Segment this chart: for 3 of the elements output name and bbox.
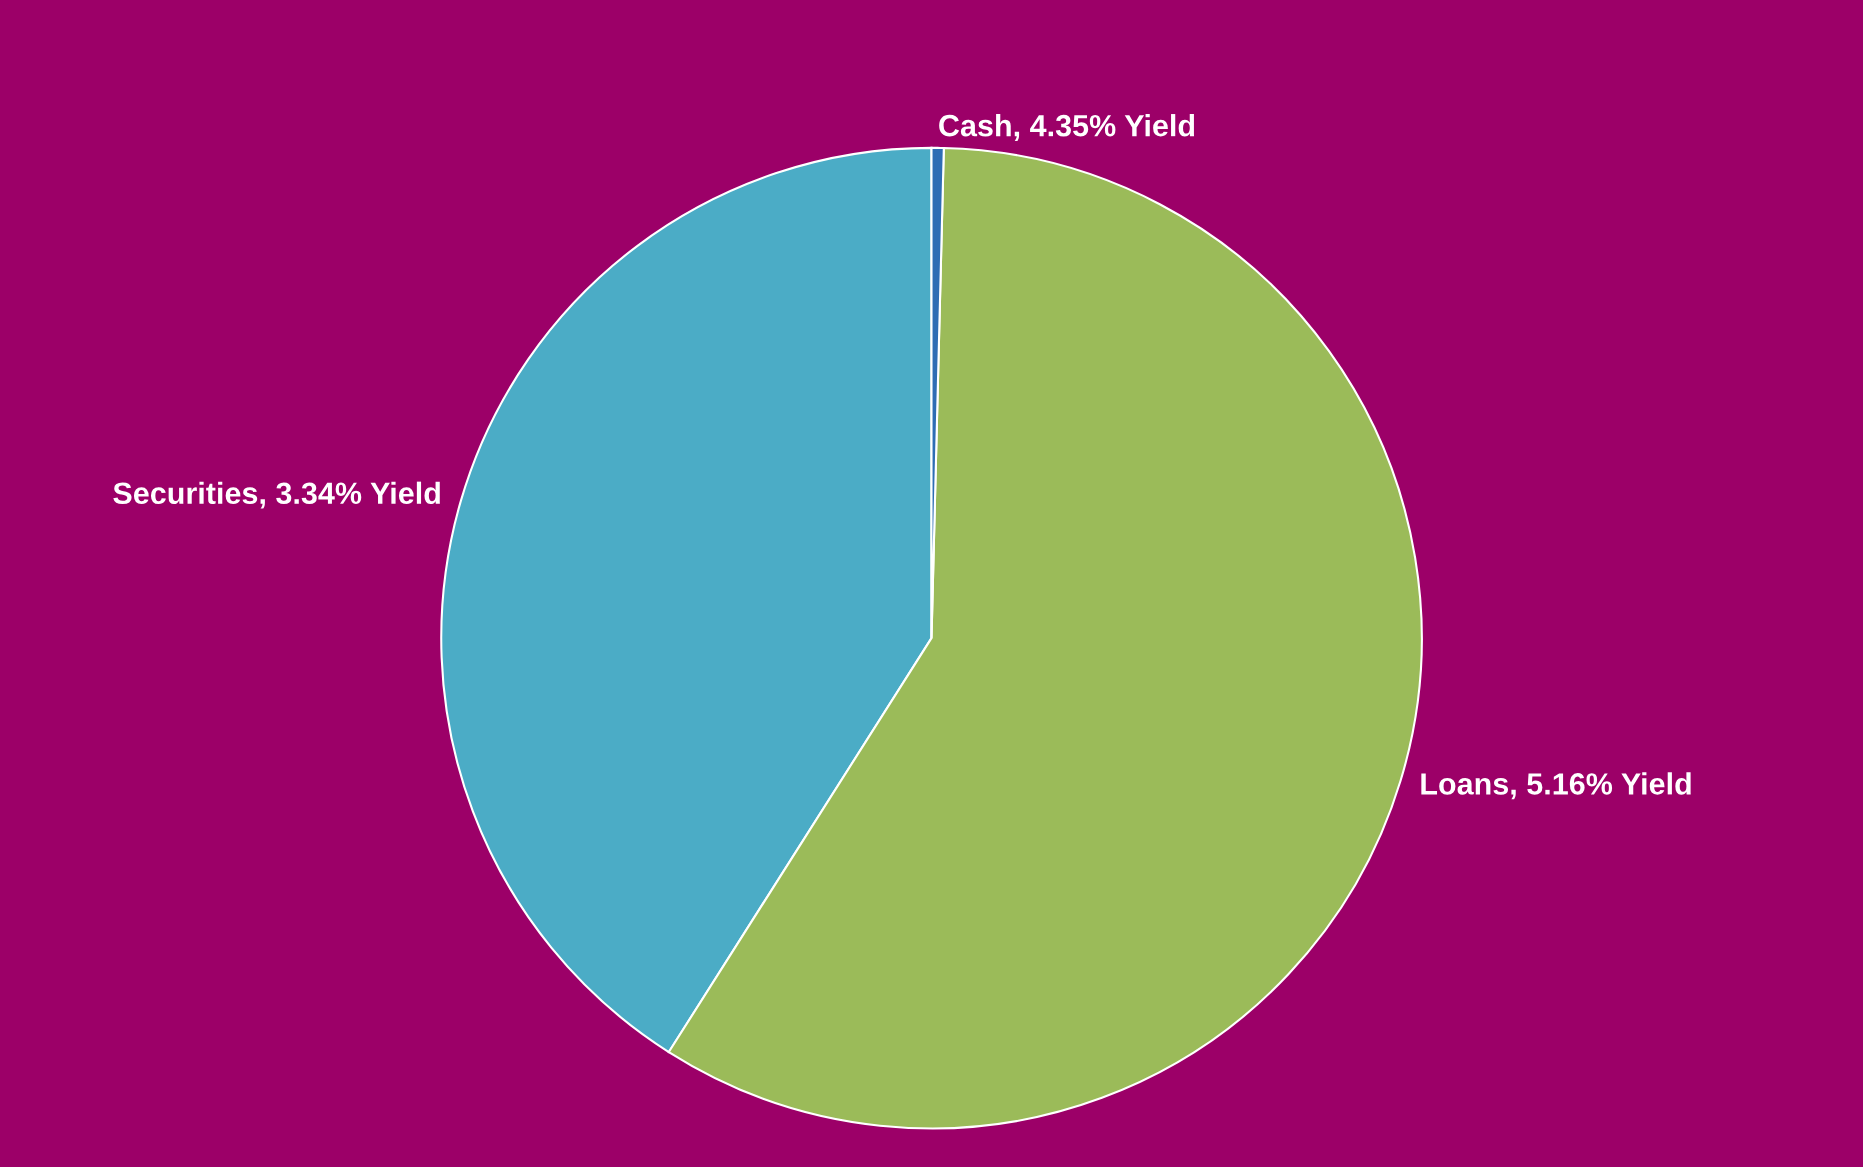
slice-label: Cash, 4.35% Yield: [939, 114, 1195, 141]
slice-label: Loans, 5.16% Yield: [1421, 772, 1691, 800]
slice-label: Securities, 3.34% Yield: [113, 481, 440, 509]
